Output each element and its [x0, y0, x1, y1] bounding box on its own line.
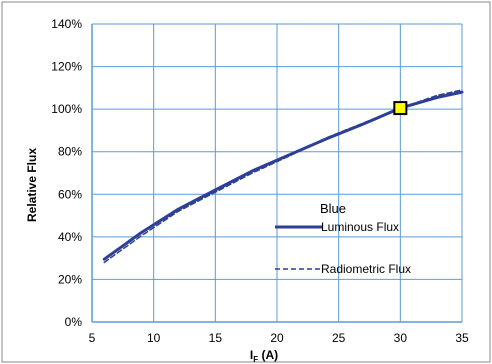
axes [91, 24, 462, 323]
y-tick-label: 20% [58, 272, 82, 286]
marker-group [393, 101, 408, 116]
x-tick-label: 20 [270, 331, 284, 345]
series-line-radiometric-flux [103, 89, 463, 264]
legend-label-radiometric-flux: Radiometric Flux [321, 262, 411, 276]
y-tick-label: 140% [51, 17, 82, 31]
x-tick-label: 30 [394, 331, 408, 345]
x-tick-label: 15 [209, 331, 223, 345]
x-tick-label: 25 [332, 331, 346, 345]
y-tick-label: 100% [51, 102, 82, 116]
x-tick-label: 10 [147, 331, 161, 345]
y-tick-label: 60% [58, 187, 82, 201]
series-group [102, 89, 464, 264]
y-tick-label: 40% [58, 230, 82, 244]
x-axis-title-subscript: F [253, 355, 258, 364]
x-tick-label: 35 [455, 331, 469, 345]
legend-title: Blue [320, 201, 346, 216]
tick-labels: 0% 20% 40% 60% 80% 100% 120% 140% 5 10 15 20 25 30 35 [51, 17, 469, 345]
legend: Blue Luminous Flux Radiometric Flux [275, 201, 411, 276]
y-tick-label: 80% [58, 145, 82, 159]
x-tick-label: 5 [89, 331, 96, 345]
legend-label-luminous-flux: Luminous Flux [321, 220, 399, 234]
highlight-marker [393, 101, 408, 116]
y-tick-label: 120% [51, 60, 82, 74]
x-axis-title: IF (A) [250, 348, 278, 364]
gridlines [91, 23, 463, 323]
x-axis-title-main: I [250, 348, 253, 362]
x-axis-title-unit: (A) [258, 348, 278, 362]
y-tick-label: 0% [65, 315, 83, 329]
y-axis-title: Relative Flux [25, 148, 39, 222]
